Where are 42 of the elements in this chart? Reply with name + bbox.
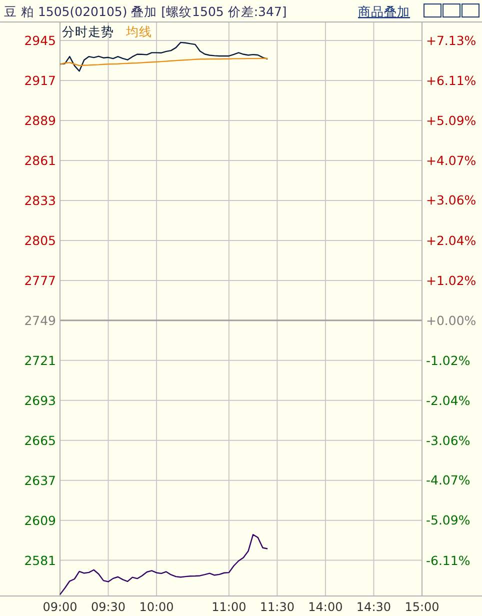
series-label: 分时走势 bbox=[62, 24, 114, 39]
text: 商品叠加 bbox=[358, 4, 410, 19]
x-tick-label: 10:00 bbox=[139, 600, 174, 614]
y-tick-label: 2777 bbox=[24, 272, 56, 288]
x-tick-label: 14:30 bbox=[356, 600, 392, 614]
x-tick-label: 15:00 bbox=[404, 600, 440, 614]
y-tick-label: 2861 bbox=[24, 153, 56, 168]
y-tick-label: 2833 bbox=[24, 192, 56, 208]
y2-tick-label: +7.13% bbox=[426, 32, 476, 48]
chart-title: 豆 粕 1505(020105) 叠加 [螺纹1505 价差:347] bbox=[4, 4, 287, 19]
y2-tick-label: -2.04% bbox=[426, 392, 470, 408]
y2-tick-label: +1.02% bbox=[426, 272, 476, 288]
y2-tick-label: -5.09% bbox=[426, 512, 470, 528]
line-series bbox=[59, 58, 268, 66]
y-tick-label: 2609 bbox=[24, 512, 56, 528]
y-tick-label: 2581 bbox=[24, 552, 56, 568]
series-label: 均线 bbox=[125, 24, 152, 39]
y2-tick-label: -4.07% bbox=[426, 472, 470, 488]
x-tick-label: 09:00 bbox=[42, 600, 78, 614]
y-tick-label: 2693 bbox=[24, 392, 56, 408]
y2-tick-label: +0.00% bbox=[426, 312, 476, 328]
y2-tick-label: +2.04% bbox=[426, 232, 476, 248]
line-series bbox=[59, 534, 268, 596]
y2-tick-label: +5.09% bbox=[426, 113, 476, 128]
y-tick-label: 2945 bbox=[24, 33, 56, 48]
y2-tick-label: -6.11% bbox=[426, 552, 470, 568]
x-tick-label: 11:30 bbox=[260, 600, 294, 614]
y-tick-label: 2805 bbox=[24, 232, 56, 248]
y2-tick-label: -3.06% bbox=[426, 433, 470, 448]
y-tick-label: 2889 bbox=[24, 113, 56, 128]
y2-tick-label: -1.02% bbox=[426, 352, 470, 368]
y2-tick-label: +4.07% bbox=[426, 153, 476, 168]
y-tick-label: 2665 bbox=[24, 432, 56, 448]
x-tick-label: 14:00 bbox=[308, 600, 343, 614]
y2-tick-label: +6.11% bbox=[426, 73, 476, 88]
y-tick-label: 2917 bbox=[24, 73, 56, 88]
y2-tick-label: +3.06% bbox=[426, 192, 476, 208]
y-tick-label: 2749 bbox=[24, 312, 56, 328]
y-tick-label: 2721 bbox=[24, 352, 56, 368]
x-tick-label: 11:00 bbox=[212, 600, 246, 614]
y-tick-label: 2637 bbox=[24, 472, 56, 488]
x-tick-label: 09:30 bbox=[90, 600, 126, 614]
